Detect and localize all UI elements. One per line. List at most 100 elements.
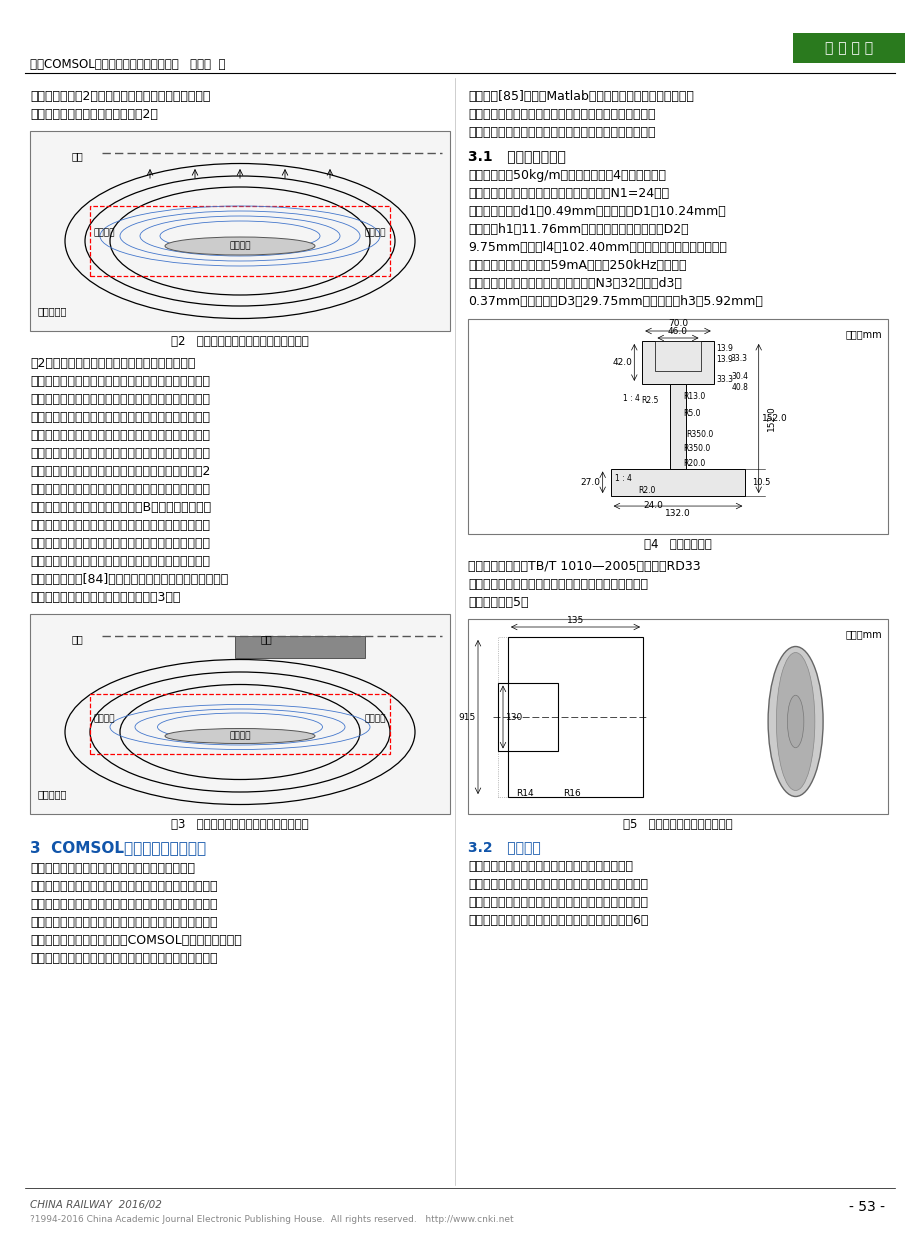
Text: 13.9: 13.9 xyxy=(716,355,732,363)
Text: 152.0: 152.0 xyxy=(761,413,787,423)
Text: R350.0: R350.0 xyxy=(682,443,709,452)
Text: 交变电流。感应线圈为双层线圈，匝数N3为32，线径d3为: 交变电流。感应线圈为双层线圈，匝数N3为32，线径d3为 xyxy=(468,277,681,290)
Text: 感应线圈: 感应线圈 xyxy=(94,229,116,237)
Ellipse shape xyxy=(787,696,803,748)
Text: R2.5: R2.5 xyxy=(641,396,658,405)
Text: 传感器外壳: 传感器外壳 xyxy=(38,789,67,799)
Text: 圈和磁芯组合为励磁装置。励磁线圈匝数为N1=24，为: 圈和磁芯组合为励磁装置。励磁线圈匝数为N1=24，为 xyxy=(468,187,668,200)
Text: 图4   铁轨切面尺寸: 图4 铁轨切面尺寸 xyxy=(643,538,711,551)
Ellipse shape xyxy=(767,647,823,797)
Text: 0.37mm，线圈外径D3为29.75mm，线圈高度h3为5.92mm。: 0.37mm，线圈外径D3为29.75mm，线圈高度h3为5.92mm。 xyxy=(468,295,762,309)
Text: 27.0: 27.0 xyxy=(580,478,600,487)
Text: 13.9: 13.9 xyxy=(716,343,732,352)
Text: 车轮: 车轮 xyxy=(261,634,272,644)
Text: 915: 915 xyxy=(459,712,475,722)
Text: 图2   无车时传感器周围磁力线分布示意图: 图2 无车时传感器周围磁力线分布示意图 xyxy=(171,335,309,348)
Bar xyxy=(641,341,713,383)
Text: 经过时，作为导体的车轮和钢轨与磁场有相对运动或处: 经过时，作为导体的车轮和钢轨与磁场有相对运动或处 xyxy=(30,375,210,388)
Text: 线圈高度h1为11.76mm。励磁装置中的磁芯直径D2为: 线圈高度h1为11.76mm。励磁装置中的磁芯直径D2为 xyxy=(468,224,688,236)
Bar xyxy=(669,383,686,468)
Text: 型轮对，为常用客运列车采用轮对。车轮尺寸及有限元: 型轮对，为常用客运列车采用轮对。车轮尺寸及有限元 xyxy=(468,578,647,591)
Text: 130: 130 xyxy=(505,712,523,722)
Text: 1 : 4: 1 : 4 xyxy=(623,393,640,403)
Text: 无车时传感器周围磁力线分布见图2。: 无车时传感器周围磁力线分布见图2。 xyxy=(30,107,158,121)
Text: 励磁线圈: 励磁线圈 xyxy=(229,241,251,251)
Text: 发生变化，也就是引起了磁力线折射，当磁力线从空气: 发生变化，也就是引起了磁力线折射，当磁力线从空气 xyxy=(30,520,210,532)
Text: - 53 -: - 53 - xyxy=(848,1200,884,1214)
Text: 轨的相对位置变化与频率变化时的感应电动势拟合曲线，: 轨的相对位置变化与频率变化时的感应电动势拟合曲线， xyxy=(468,107,655,121)
Bar xyxy=(507,637,642,797)
Text: 励磁线圈: 励磁线圈 xyxy=(229,732,251,741)
Text: 图5   车轮尺寸及有限元仿真模型: 图5 车轮尺寸及有限元仿真模型 xyxy=(622,818,732,831)
Text: 及电磁场分析的正确性，基于COMSOL仿真软件建立单侧: 及电磁场分析的正确性，基于COMSOL仿真软件建立单侧 xyxy=(30,934,242,947)
Text: 3  COMSOL模型建立与仿真验证: 3 COMSOL模型建立与仿真验证 xyxy=(30,841,206,856)
Text: 感应线圈: 感应线圈 xyxy=(364,714,386,723)
Text: R350.0: R350.0 xyxy=(686,431,712,440)
Bar xyxy=(30,615,449,814)
Text: 种不同磁介质，放到相同磁场中时，在它们的交界面上: 种不同磁介质，放到相同磁场中时，在它们的交界面上 xyxy=(30,483,210,496)
Bar xyxy=(610,468,744,496)
Bar xyxy=(653,341,700,371)
Text: 中进入铁时，磁力线相对于法线偏高很大，因此强烈收: 中进入铁时，磁力线相对于法线偏高很大，因此强烈收 xyxy=(30,537,210,550)
Text: 磁电流的频率也将会对磁场分布产生影响，磁场分布的变: 磁电流的频率也将会对磁场分布产生影响，磁场分布的变 xyxy=(30,898,217,911)
Text: 频率很大时，车轮和钢轨中的涡流也很大，涡流产生的: 频率很大时，车轮和钢轨中的涡流也很大，涡流产生的 xyxy=(30,428,210,442)
Bar xyxy=(497,637,642,797)
Ellipse shape xyxy=(165,728,314,743)
Text: 感应线圈: 感应线圈 xyxy=(364,229,386,237)
Text: 基于COMSOL的单侧计轴传感器磁场分析   周长义  等: 基于COMSOL的单侧计轴传感器磁场分析 周长义 等 xyxy=(30,57,225,71)
Text: 磁场会发生突变，这时磁感应强度B的大小和方向都要: 磁场会发生突变，这时磁感应强度B的大小和方向都要 xyxy=(30,501,210,515)
Text: 感应线圈: 感应线圈 xyxy=(94,714,116,723)
Text: 135: 135 xyxy=(566,616,584,624)
Text: 152.0: 152.0 xyxy=(766,406,775,431)
Text: R20.0: R20.0 xyxy=(682,458,705,467)
Text: 研 究 探 讨: 研 究 探 讨 xyxy=(824,41,872,55)
Text: 化将使感应线圈中感应电动势产生变化。为验证数学模型: 化将使感应线圈中感应电动势产生变化。为验证数学模型 xyxy=(30,916,217,929)
Text: 单侧计轴传感器磁场分布情况将随着励磁线圈、感: 单侧计轴传感器磁场分布情况将随着励磁线圈、感 xyxy=(30,862,195,876)
Bar xyxy=(90,206,390,276)
Text: 图3   有车时传感器周围磁力线分布示意图: 图3 有车时传感器周围磁力线分布示意图 xyxy=(171,818,309,831)
Bar xyxy=(30,131,449,331)
Text: 3.2   网格划分: 3.2 网格划分 xyxy=(468,841,540,854)
Text: R5.0: R5.0 xyxy=(682,410,699,418)
Text: 9.75mm，长度l4为102.40mm。根据传感器后续电路要求，: 9.75mm，长度l4为102.40mm。根据传感器后续电路要求， xyxy=(468,241,726,254)
Text: R2.0: R2.0 xyxy=(637,486,654,495)
Text: 10.5: 10.5 xyxy=(752,478,770,487)
Text: 单层线圈，线径d1为0.49mm，线圈外径D1为10.24mm，: 单层线圈，线径d1为0.49mm，线圈外径D1为10.24mm， xyxy=(468,205,725,219)
Text: 应线圈、钢轨的相对位置变化而变化，同时励磁线圈中励: 应线圈、钢轨的相对位置变化而变化，同时励磁线圈中励 xyxy=(30,881,217,893)
Ellipse shape xyxy=(776,652,814,791)
Text: 传感器外壳: 传感器外壳 xyxy=(38,306,67,316)
Text: 40.8: 40.8 xyxy=(731,383,748,392)
Text: 3.1   模型各部分尺寸: 3.1 模型各部分尺寸 xyxy=(468,149,565,164)
Text: 磁场将对励磁线圈产生的磁力线产生排斥力，导致磁力: 磁场将对励磁线圈产生的磁力线产生排斥力，导致磁力 xyxy=(30,447,210,460)
Text: 确定励磁线圈和感应线圈的最优安装位置及最优频率值。: 确定励磁线圈和感应线圈的最优安装位置及最优频率值。 xyxy=(468,126,655,139)
Bar xyxy=(90,694,390,754)
Text: 线凹陷或很少穿过钢轨和车轮。同时，空气和铁属于2: 线凹陷或很少穿过钢轨和车轮。同时，空气和铁属于2 xyxy=(30,465,210,478)
Text: 和没有车轮经过2种情况的传感器周围磁场进行分析。: 和没有车轮经过2种情况的传感器周围磁场进行分析。 xyxy=(30,90,210,102)
Text: 单位：mm: 单位：mm xyxy=(845,629,881,639)
Bar xyxy=(468,620,887,814)
Text: 钢轨: 钢轨 xyxy=(72,151,84,161)
Text: 33.3: 33.3 xyxy=(730,353,747,362)
Text: 降低瞬间作为有车轮经过的依据（见图3）。: 降低瞬间作为有车轮经过的依据（见图3）。 xyxy=(30,591,180,605)
Text: 算。有车时的车轮、传感器和钢轨的仿真模型见图6。: 算。有车时的车轮、传感器和钢轨的仿真模型见图6。 xyxy=(468,914,648,927)
Text: 交变电流[85]，利用Matlab软件将励磁线圈、感应线圈、钢: 交变电流[85]，利用Matlab软件将励磁线圈、感应线圈、钢 xyxy=(468,90,693,102)
Text: 计轴传感器仿真模型，并给励磁线圈通以一定频率的正弦: 计轴传感器仿真模型，并给励磁线圈通以一定频率的正弦 xyxy=(30,952,217,965)
Text: CHINA RAILWAY  2016/02: CHINA RAILWAY 2016/02 xyxy=(30,1200,162,1210)
Bar xyxy=(234,636,365,658)
Text: 即涡流。涡流与励磁线圈中交变电流的频率成正比，当: 即涡流。涡流与励磁线圈中交变电流的频率成正比，当 xyxy=(30,411,210,423)
Bar xyxy=(468,318,887,535)
Text: 33.3: 33.3 xyxy=(716,375,733,383)
Text: R14: R14 xyxy=(516,789,533,798)
Text: 缩，使穿过感应线圈的磁力线大幅减少，感应电动势就: 缩，使穿过感应线圈的磁力线大幅减少，感应电动势就 xyxy=(30,555,210,568)
Text: 在励磁线圈中加以有效值59mA、频率250kHz的正弦波: 在励磁线圈中加以有效值59mA、频率250kHz的正弦波 xyxy=(468,259,686,272)
Bar xyxy=(497,683,558,752)
Text: 30.4: 30.4 xyxy=(731,372,748,381)
Text: 仿真计算采用50kg/m钢轨（尺寸见图4），将励磁线: 仿真计算采用50kg/m钢轨（尺寸见图4），将励磁线 xyxy=(468,169,665,182)
Text: 42.0: 42.0 xyxy=(612,358,631,367)
Text: 在变化磁场中时，在车轮和钢轨中也会产生感应电流，: 在变化磁场中时，在车轮和钢轨中也会产生感应电流， xyxy=(30,393,210,406)
Text: ?1994-2016 China Academic Journal Electronic Publishing House.  All rights reser: ?1994-2016 China Academic Journal Electr… xyxy=(30,1215,513,1224)
Text: 图2中椭圆实线为主磁通，虚线为漏磁通。有车轮: 图2中椭圆实线为主磁通，虚线为漏磁通。有车轮 xyxy=(30,357,195,370)
Ellipse shape xyxy=(165,237,314,255)
Text: 24.0: 24.0 xyxy=(642,501,663,510)
Text: 单位：mm: 单位：mm xyxy=(845,328,881,338)
